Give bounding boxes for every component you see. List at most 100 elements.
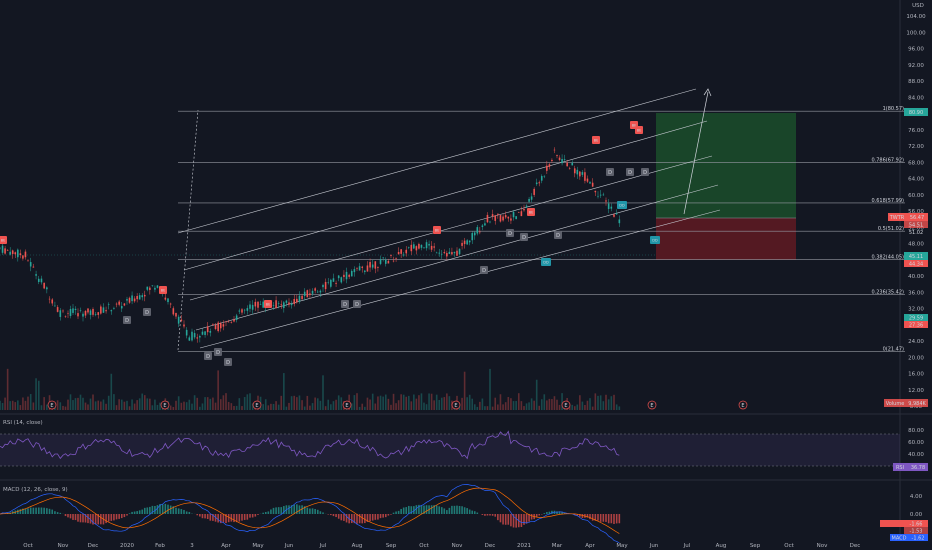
dividend-marker[interactable] xyxy=(353,300,361,308)
pitchfork-channel[interactable] xyxy=(177,88,721,349)
candle-body xyxy=(306,290,309,298)
macd-hist-bar xyxy=(528,514,530,522)
time-tick: Apr xyxy=(221,543,231,549)
volume-bar xyxy=(154,399,156,410)
volume-bar xyxy=(502,404,504,410)
earnings-marker[interactable] xyxy=(252,400,262,410)
volume-bar xyxy=(425,404,428,410)
earnings-marker[interactable] xyxy=(451,400,461,410)
macd-hist-bar xyxy=(257,514,259,515)
dividend-marker[interactable] xyxy=(506,229,514,237)
flag-marker[interactable] xyxy=(527,208,535,216)
channel-line[interactable] xyxy=(199,209,721,349)
macd-hist-bar xyxy=(366,514,369,522)
dividend-marker[interactable] xyxy=(143,308,151,316)
macd-hist-bar xyxy=(502,514,504,525)
dividend-marker[interactable] xyxy=(204,352,212,360)
earnings-marker[interactable] xyxy=(738,400,748,410)
channel-line[interactable] xyxy=(195,184,719,331)
candle-body xyxy=(9,251,11,255)
macd-hist-bar xyxy=(48,508,51,514)
time-tick: Dec xyxy=(88,543,99,549)
flag-marker[interactable] xyxy=(264,300,272,308)
candle-body xyxy=(548,164,551,167)
dividend-marker[interactable] xyxy=(641,168,649,176)
candle-body xyxy=(72,308,74,313)
dividend-marker[interactable] xyxy=(214,348,222,356)
macd-hist-bar xyxy=(64,514,67,517)
candle-body xyxy=(466,240,468,245)
flag-marker[interactable] xyxy=(433,226,441,234)
volume-bar xyxy=(405,396,408,410)
flag-marker[interactable] xyxy=(592,136,600,144)
macd-hist-bar xyxy=(438,506,441,514)
candle-body xyxy=(335,282,337,284)
dividend-marker[interactable] xyxy=(520,233,528,241)
volume-bar xyxy=(407,395,410,410)
macd-hist-bar xyxy=(251,514,254,518)
volume-bar xyxy=(395,403,397,410)
candle-body xyxy=(280,304,283,306)
dividend-marker[interactable] xyxy=(626,168,634,176)
time-tick: Aug xyxy=(352,543,363,549)
candle-body xyxy=(37,278,40,282)
teal-marker[interactable] xyxy=(617,201,627,209)
macd-hist-bar xyxy=(143,507,146,514)
macd-hist-bar xyxy=(84,514,87,523)
earnings-marker[interactable] xyxy=(561,400,571,410)
dividend-marker[interactable] xyxy=(224,358,232,366)
flag-marker[interactable] xyxy=(159,286,167,294)
teal-marker[interactable] xyxy=(541,258,551,266)
macd-hist-bar xyxy=(206,514,209,520)
earnings-marker[interactable] xyxy=(647,400,657,410)
channel-line[interactable] xyxy=(183,120,708,271)
dividend-marker[interactable] xyxy=(123,316,131,324)
macd-hist-bar xyxy=(146,507,149,514)
candle-body xyxy=(69,308,72,316)
candle-body xyxy=(515,216,517,220)
macd-hist-bar xyxy=(309,508,311,514)
flag-marker[interactable] xyxy=(635,126,643,134)
time-axis[interactable]: Oct Nov Dec 2020 Feb 3 Apr May Jun Jul Aug Sep Oct No… xyxy=(23,543,860,549)
flag-marker[interactable] xyxy=(0,236,7,244)
volume-bar xyxy=(433,400,435,410)
channel-line[interactable] xyxy=(189,155,713,301)
dividend-marker[interactable] xyxy=(480,266,488,274)
macd-hist-bar xyxy=(156,505,159,514)
dividend-marker[interactable] xyxy=(606,168,614,176)
time-tick: Nov xyxy=(58,543,69,549)
fib-level-label: 0(21.47) xyxy=(883,346,904,352)
volume-bar xyxy=(463,371,466,410)
candle-body xyxy=(512,211,515,218)
volume-bar xyxy=(607,399,610,410)
channel-line[interactable] xyxy=(177,88,697,234)
volume-bar xyxy=(37,380,40,410)
macd-hist-bar xyxy=(471,510,474,514)
candle-body xyxy=(89,310,92,315)
dividend-marker[interactable] xyxy=(554,231,562,239)
candle-body xyxy=(525,205,528,207)
earnings-marker[interactable] xyxy=(342,400,352,410)
projection-arrow[interactable] xyxy=(683,91,709,215)
volume-bar xyxy=(62,405,64,410)
volume-bar xyxy=(138,398,141,410)
stop-zone[interactable] xyxy=(656,218,796,260)
earnings-marker[interactable] xyxy=(160,400,170,410)
volume-bar xyxy=(285,406,288,410)
price-axis[interactable]: 104.00100.0096.0092.0088.0084.0080.0076.… xyxy=(906,14,926,410)
candle-body xyxy=(177,316,180,324)
dividend-marker[interactable] xyxy=(341,300,349,308)
earnings-marker[interactable] xyxy=(47,400,57,410)
volume-bar xyxy=(556,399,558,410)
candle-body xyxy=(219,323,222,329)
teal-marker[interactable] xyxy=(650,236,660,244)
macd-hist-bar xyxy=(151,505,154,514)
dashed-anchor-line[interactable] xyxy=(177,109,199,351)
volume-bar xyxy=(440,397,443,410)
target-zone[interactable] xyxy=(656,113,796,218)
volume-bar xyxy=(241,406,243,410)
macd-hist-bar xyxy=(37,507,40,514)
macd-hist-bar xyxy=(468,509,471,514)
volume-bar xyxy=(102,399,105,410)
